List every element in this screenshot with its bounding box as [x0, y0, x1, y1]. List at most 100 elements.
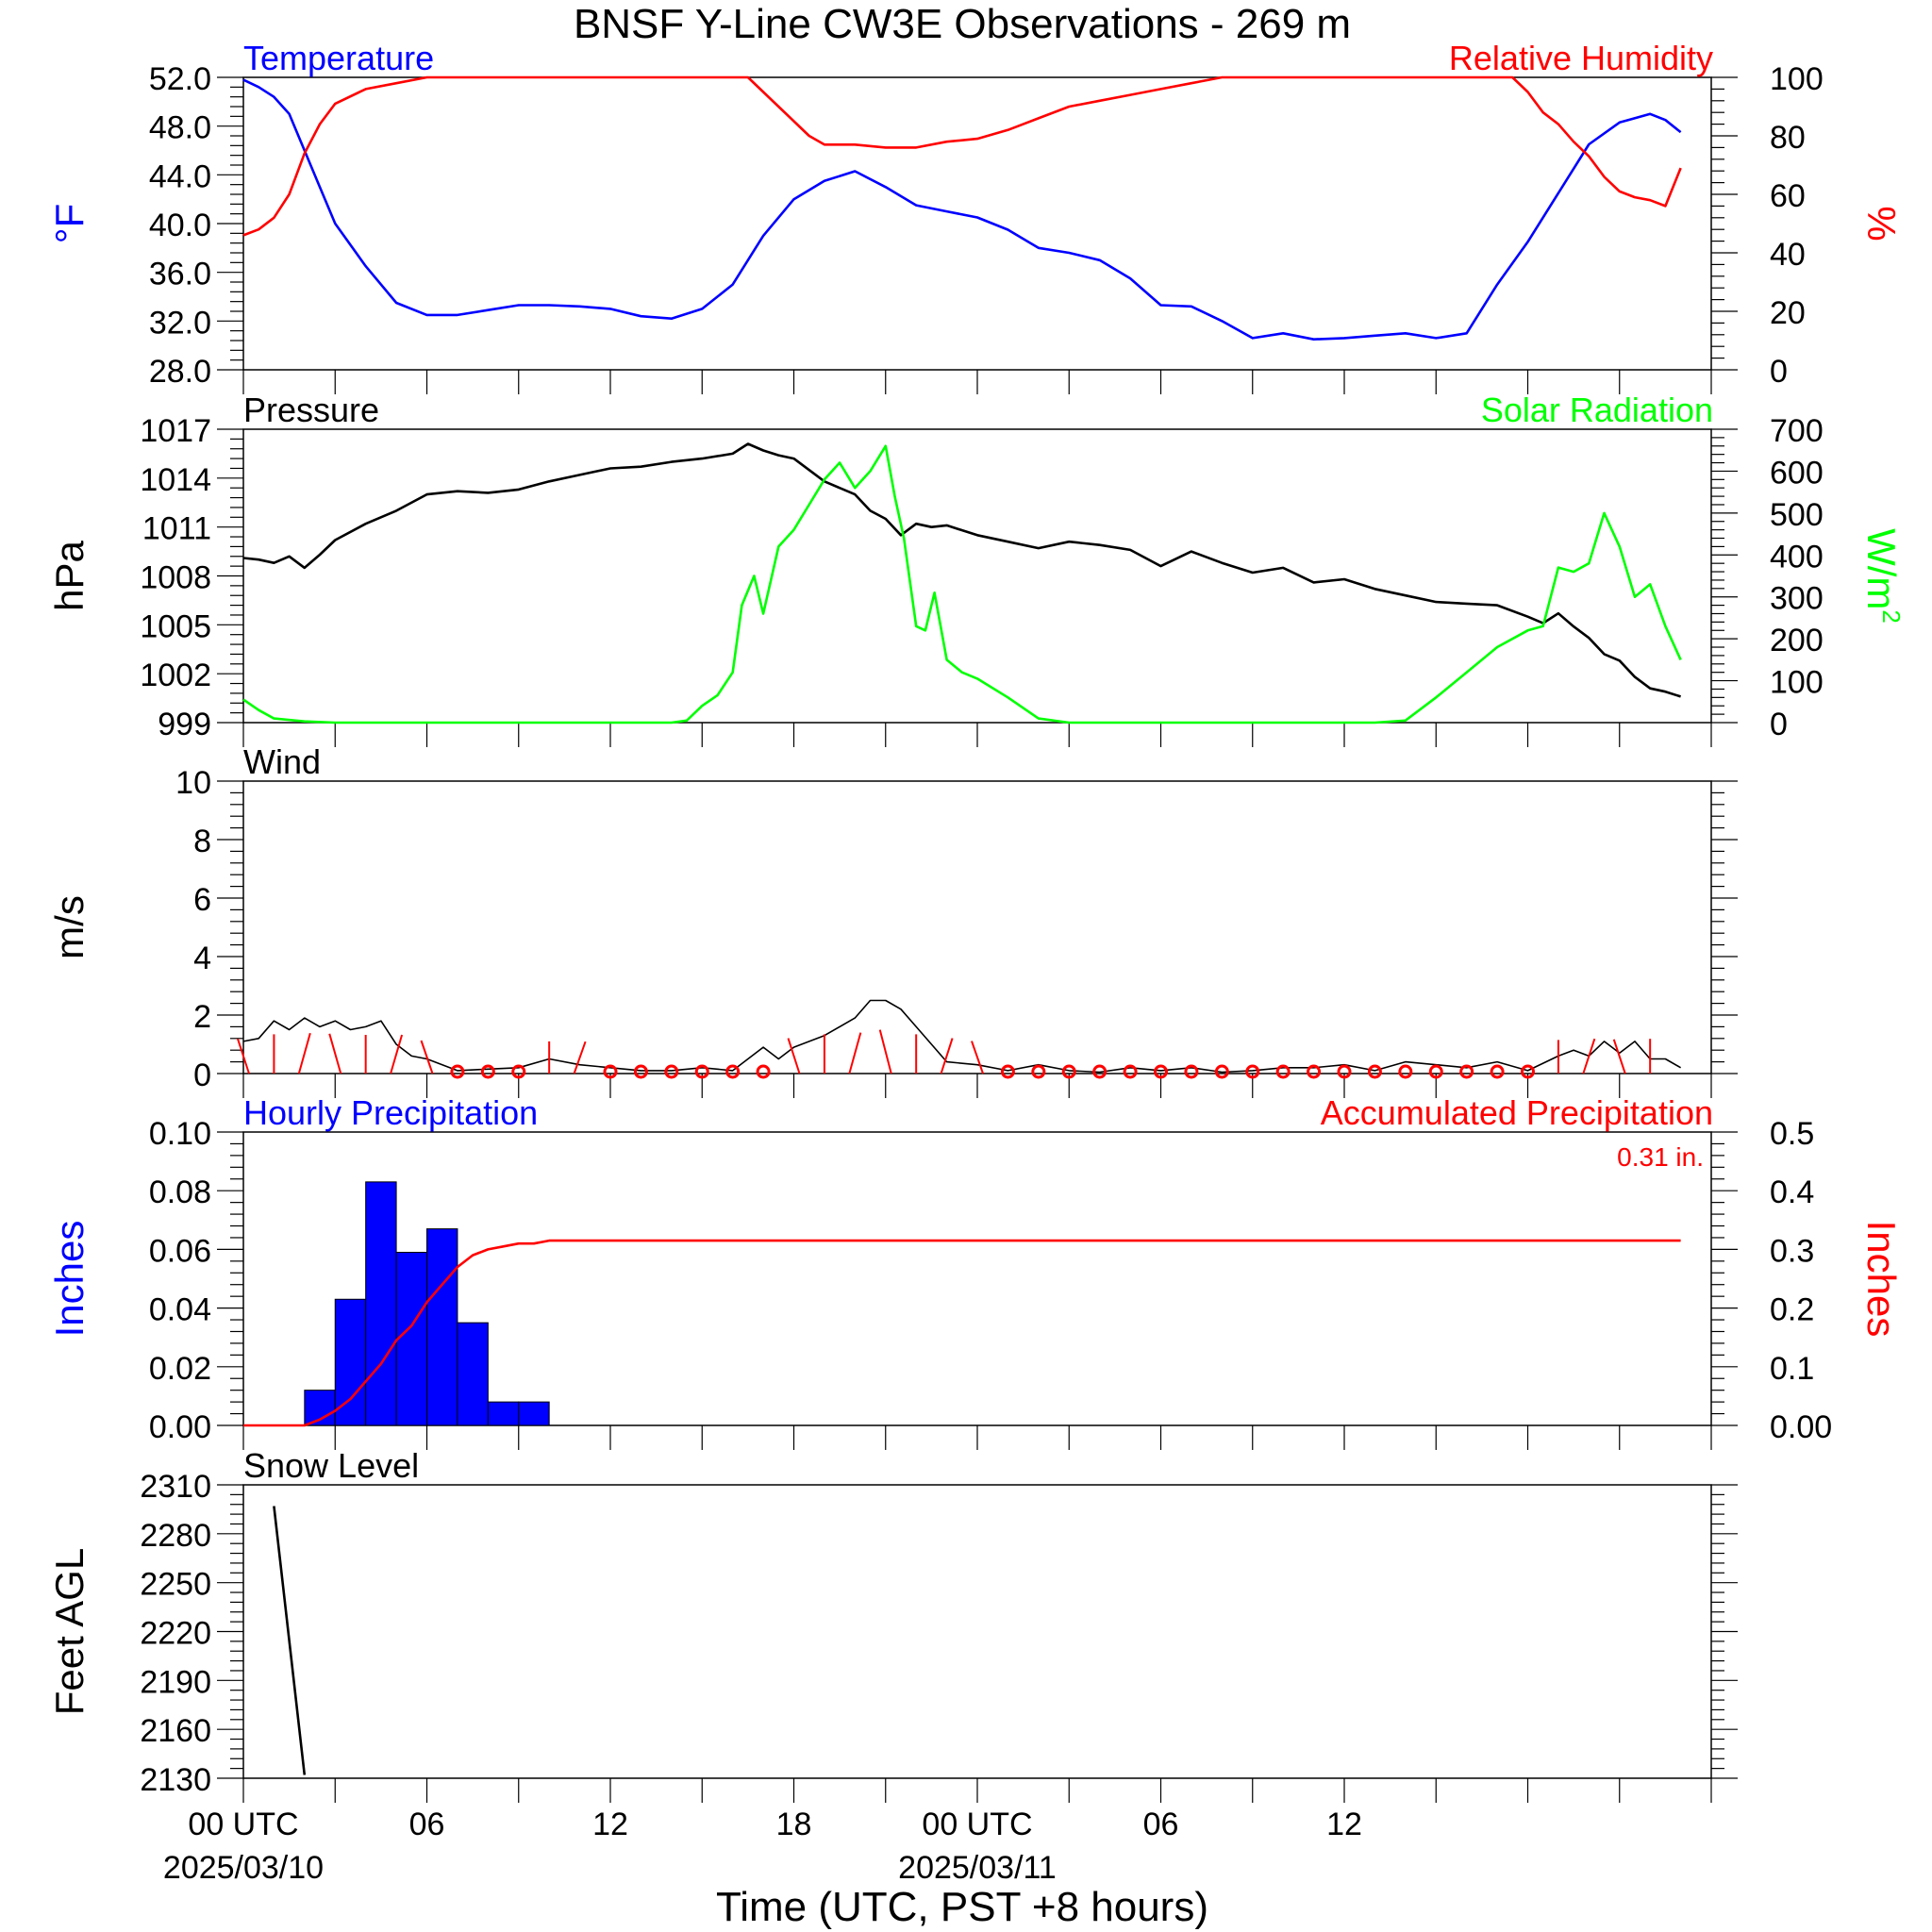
wind-barb: [390, 1034, 404, 1074]
accumulated-total-label: 0.31 in.: [1617, 1142, 1704, 1172]
y-tick-label-left: 999: [158, 707, 211, 742]
panel-title-right: Solar Radiation: [1481, 391, 1713, 429]
x-tick-label: 06: [409, 1807, 445, 1842]
x-tick-sublabel: 2025/03/10: [163, 1850, 324, 1886]
wind-calm-marker: [725, 1064, 741, 1079]
plot-frame: [242, 780, 1712, 1074]
y-tick-label-right: 0: [1770, 354, 1788, 390]
wind-barb: [787, 1038, 801, 1074]
y-axis-unit-left: hPa: [47, 540, 92, 610]
x-tick-label: 12: [1326, 1807, 1362, 1842]
wind-calm-marker: [1307, 1064, 1322, 1079]
y-tick-label-left: 6: [193, 882, 211, 918]
wind-calm-marker: [1092, 1064, 1108, 1079]
panel-title-right: Accumulated Precipitation: [1321, 1093, 1713, 1132]
wind-barb: [1582, 1038, 1596, 1074]
panel-snow_level: 2310 2280 2250 2220 2190 2160 2130 Snow Level Fe…: [47, 1446, 1738, 1886]
y-tick-label-left: 0.08: [149, 1174, 211, 1210]
plot-frame: [242, 76, 1712, 371]
wind-calm-marker: [633, 1064, 648, 1079]
y-tick-label-left: 0.06: [149, 1233, 211, 1269]
y-tick-label-left: 0.02: [149, 1351, 211, 1387]
wind-barb: [420, 1040, 434, 1074]
unit-superscript: 2: [1877, 609, 1906, 623]
precip-bar: [365, 1181, 397, 1426]
wind-barb: [848, 1032, 862, 1074]
y-tick-label-right: 0.4: [1770, 1174, 1814, 1210]
y-tick-label-right: 100: [1770, 61, 1824, 97]
wind-calm-marker: [1398, 1064, 1413, 1079]
wind-calm-marker: [1337, 1064, 1352, 1079]
wind-calm-marker: [1428, 1064, 1443, 1079]
y-tick-label-left: 4: [193, 941, 211, 976]
wind-calm-marker: [1000, 1064, 1015, 1079]
wind-barb: [573, 1041, 587, 1074]
wind-barb: [297, 1032, 311, 1074]
x-tick-label: 00 UTC: [922, 1807, 1032, 1842]
y-tick-label-left: 8: [193, 824, 211, 859]
y-tick-label-right: 80: [1770, 120, 1806, 156]
y-tick-label-right: 700: [1770, 413, 1824, 449]
wind-barb: [878, 1029, 892, 1074]
wind-calm-marker: [1275, 1064, 1291, 1079]
precip-bar: [395, 1252, 428, 1426]
y-axis-unit-left: Inches: [47, 1221, 92, 1338]
y-tick-label-right: 0.00: [1770, 1409, 1832, 1445]
y-tick-label-left: 2190: [140, 1664, 211, 1700]
wind-calm-marker: [1184, 1064, 1199, 1079]
x-tick-label: 00 UTC: [188, 1807, 298, 1842]
y-tick-label-left: 52.0: [149, 61, 211, 97]
plot-frame: [242, 1484, 1712, 1779]
precip-bar: [457, 1322, 489, 1426]
panel-title-right: Relative Humidity: [1449, 39, 1713, 77]
wind-barb: [1612, 1039, 1626, 1074]
y-axis-unit-left: Feet AGL: [47, 1548, 92, 1715]
y-tick-label-left: 40.0: [149, 208, 211, 243]
y-tick-label-right: 500: [1770, 497, 1824, 533]
wind-calm-marker: [1154, 1064, 1168, 1079]
panel-title-left: Temperature: [243, 39, 434, 77]
y-tick-label-left: 2: [193, 999, 211, 1035]
y-axis-unit-right: W/m2: [1859, 528, 1906, 624]
x-tick-label: 06: [1143, 1807, 1179, 1842]
wind-calm-marker: [603, 1064, 618, 1079]
x-tick-label: 18: [776, 1807, 812, 1842]
wind-calm-marker: [1490, 1064, 1505, 1079]
series-line-temperature: [242, 78, 1682, 341]
y-tick-label-left: 1008: [140, 560, 211, 596]
y-tick-label-left: 1014: [140, 462, 211, 498]
wind-calm-marker: [480, 1064, 495, 1079]
y-tick-label-left: 10: [175, 765, 211, 801]
y-tick-label-left: 2130: [140, 1762, 211, 1798]
y-tick-label-right: 0: [1770, 707, 1788, 742]
wind-calm-marker: [1061, 1064, 1076, 1079]
y-tick-label-left: 44.0: [149, 158, 211, 194]
y-tick-label-right: 0.3: [1770, 1233, 1814, 1269]
y-tick-label-right: 40: [1770, 237, 1806, 273]
panel-temperature_humidity: 52.0 48.0 44.0 40.0 36.0 32.0 28.0 100 80 60 40 20 0…: [47, 39, 1904, 394]
wind-calm-marker: [450, 1064, 465, 1079]
wind-calm-marker: [664, 1064, 679, 1079]
panel-precipitation: 0.10 0.08 0.06 0.04 0.02 0.00 0.5 0.4 0.3 0.2 0.1 0…: [47, 1093, 1904, 1450]
y-tick-label-right: 100: [1770, 665, 1824, 701]
panel-title-left: Pressure: [243, 391, 379, 429]
wind-calm-marker: [1521, 1064, 1535, 1079]
y-tick-label-right: 400: [1770, 539, 1824, 575]
wind-calm-marker: [1031, 1064, 1046, 1079]
wind-calm-marker: [1123, 1064, 1138, 1079]
y-tick-label-left: 0.04: [149, 1292, 211, 1328]
y-tick-label-right: 600: [1770, 455, 1824, 491]
precip-bar: [518, 1401, 550, 1426]
series-line-wind: [242, 999, 1681, 1074]
series-line-relative-humidity: [242, 75, 1682, 237]
y-tick-label-right: 0.1: [1770, 1351, 1814, 1387]
wind-barb: [328, 1033, 342, 1074]
wind-calm-marker: [511, 1064, 526, 1079]
y-axis-unit-right: %: [1859, 206, 1904, 241]
y-tick-label-left: 1005: [140, 608, 211, 644]
series-line-pressure: [242, 442, 1681, 698]
y-tick-label-left: 36.0: [149, 257, 211, 292]
y-tick-label-left: 0.00: [149, 1409, 211, 1445]
series-line-snow-level: [273, 1506, 307, 1775]
